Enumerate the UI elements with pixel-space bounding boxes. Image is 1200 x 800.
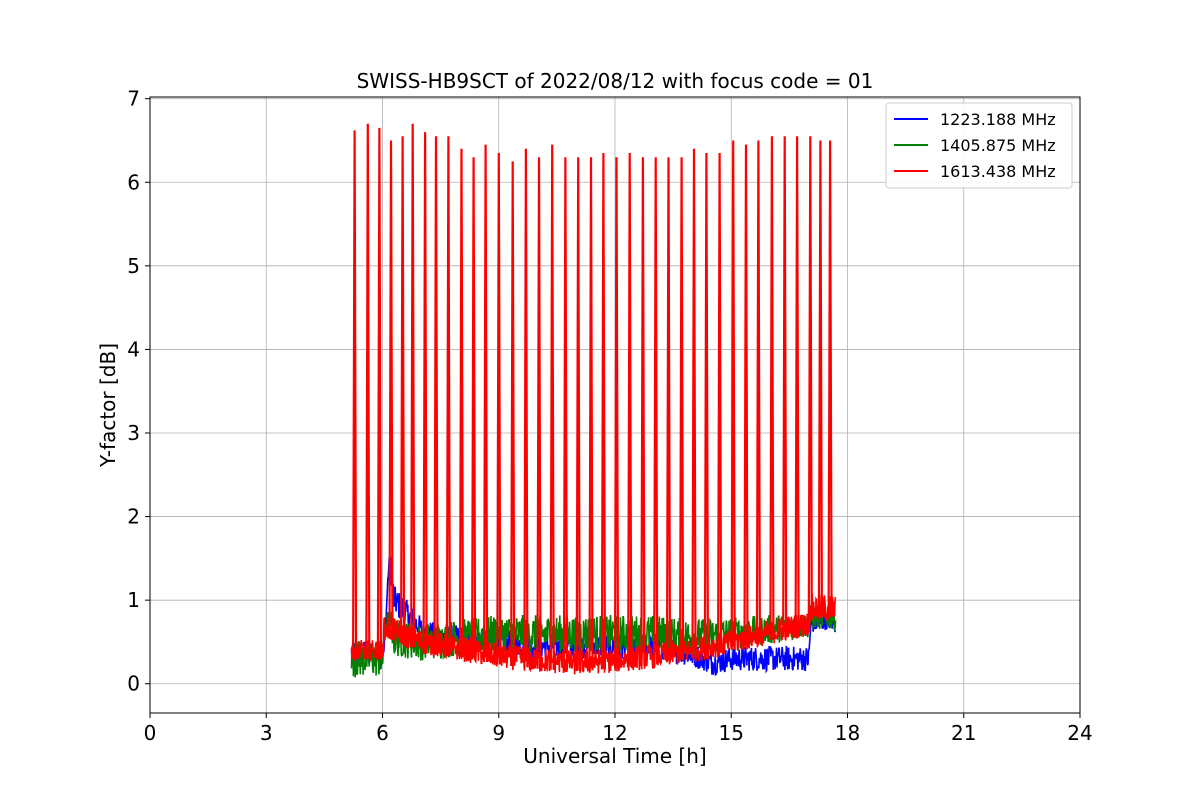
series-spike bbox=[510, 161, 516, 667]
legend-label-1223: 1223.188 MHz bbox=[940, 110, 1056, 129]
series-spike bbox=[703, 152, 709, 656]
series-spike bbox=[365, 123, 371, 659]
y-tick-label: 1 bbox=[127, 588, 140, 612]
series-spike bbox=[755, 140, 761, 644]
series-spike bbox=[352, 130, 358, 659]
series-spike bbox=[422, 132, 428, 652]
y-axis-label: Y-factor [dB] bbox=[96, 343, 120, 468]
series-spike bbox=[483, 144, 489, 663]
series-line-0 bbox=[350, 556, 837, 677]
series-spike bbox=[445, 136, 451, 656]
legend-box bbox=[885, 102, 1073, 189]
series-spike bbox=[627, 152, 633, 668]
series-spike bbox=[769, 136, 775, 640]
series-spike bbox=[575, 157, 581, 672]
series-spike bbox=[691, 148, 697, 659]
series-spike bbox=[817, 140, 823, 617]
series-spike bbox=[388, 140, 394, 639]
series-spike bbox=[549, 144, 555, 670]
x-tick-label: 9 bbox=[492, 721, 505, 745]
series-spike bbox=[562, 157, 568, 671]
y-tick-label: 2 bbox=[127, 505, 140, 529]
x-tick-label: 3 bbox=[260, 721, 273, 745]
series-spike bbox=[523, 148, 529, 668]
series-spike bbox=[665, 157, 672, 663]
series-spike bbox=[600, 152, 606, 670]
y-axis-ticks: 0 1 2 3 4 5 6 7 bbox=[127, 87, 150, 696]
series-spike bbox=[471, 157, 477, 660]
y-tick-label: 4 bbox=[127, 337, 140, 361]
x-axis-ticks: 0 3 6 9 12 15 18 21 24 bbox=[144, 713, 1093, 745]
legend-label-1405: 1405.875 MHz bbox=[940, 136, 1056, 155]
y-tick-label: 6 bbox=[127, 170, 140, 194]
x-tick-label: 24 bbox=[1067, 721, 1092, 745]
chart-title: SWISS-HB9SCT of 2022/08/12 with focus co… bbox=[357, 69, 874, 93]
series-spike bbox=[717, 152, 723, 653]
series-spike bbox=[410, 123, 416, 647]
y-tick-label: 7 bbox=[127, 87, 140, 111]
series-spike bbox=[827, 140, 833, 617]
series-spike bbox=[679, 157, 685, 661]
series-spike bbox=[794, 136, 800, 635]
series-spike bbox=[640, 157, 646, 666]
x-tick-label: 6 bbox=[376, 721, 389, 745]
series-spike bbox=[376, 127, 382, 659]
series-spike bbox=[743, 144, 749, 647]
series-spike bbox=[536, 157, 542, 669]
series-spike bbox=[588, 157, 594, 671]
y-tick-label: 3 bbox=[127, 421, 140, 445]
x-tick-label: 21 bbox=[951, 721, 976, 745]
series-spike bbox=[400, 136, 406, 643]
y-tick-label: 0 bbox=[127, 672, 140, 696]
series-spike bbox=[496, 152, 502, 665]
y-tick-label: 5 bbox=[127, 254, 140, 278]
x-tick-label: 18 bbox=[835, 721, 860, 745]
series-spike bbox=[730, 140, 736, 650]
x-axis-label: Universal Time [h] bbox=[523, 744, 706, 768]
series-spike bbox=[807, 136, 813, 620]
series-spike bbox=[613, 157, 620, 669]
series-layer bbox=[350, 123, 837, 678]
series-spike bbox=[433, 136, 439, 653]
series-spike bbox=[458, 148, 465, 658]
legend-label-1613: 1613.438 MHz bbox=[940, 162, 1056, 181]
x-tick-label: 0 bbox=[144, 721, 157, 745]
x-tick-label: 12 bbox=[602, 721, 627, 745]
legend: 1223.188 MHz 1405.875 MHz 1613.438 MHz bbox=[885, 102, 1073, 189]
series-spike bbox=[653, 157, 659, 665]
x-tick-label: 15 bbox=[719, 721, 744, 745]
series-spike bbox=[782, 136, 788, 638]
